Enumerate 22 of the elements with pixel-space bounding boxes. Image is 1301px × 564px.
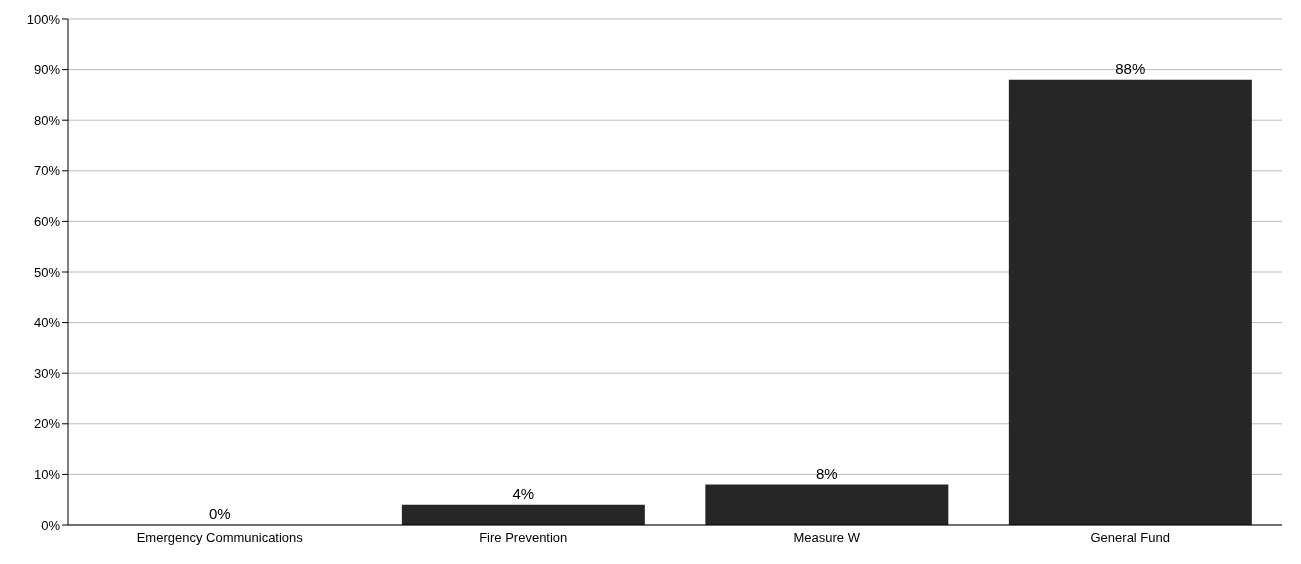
data-label: 88% bbox=[1115, 59, 1146, 77]
y-tick-label: 60% bbox=[33, 214, 61, 230]
x-tick-label: Emergency Communications bbox=[136, 530, 304, 546]
y-tick-label: 30% bbox=[33, 365, 61, 381]
data-label: 8% bbox=[815, 464, 838, 482]
y-tick-label: 70% bbox=[33, 163, 61, 179]
bar bbox=[705, 484, 949, 525]
y-tick-label: 100% bbox=[26, 11, 61, 27]
y-tick-label: 40% bbox=[33, 315, 61, 331]
bar bbox=[401, 504, 645, 525]
y-tick-label: 80% bbox=[33, 112, 61, 128]
x-tick-label: Fire Prevention bbox=[479, 530, 568, 546]
y-tick-label: 10% bbox=[33, 467, 61, 483]
x-tick-label: Measure W bbox=[793, 530, 861, 546]
data-label: 0% bbox=[208, 505, 231, 522]
y-tick-label: 50% bbox=[33, 264, 61, 280]
y-tick-label: 0% bbox=[41, 517, 61, 533]
y-tick-label: 20% bbox=[33, 416, 61, 432]
x-tick-label: General Fund bbox=[1090, 530, 1170, 546]
bar bbox=[1008, 79, 1252, 525]
y-tick-label: 90% bbox=[33, 62, 61, 78]
data-label: 4% bbox=[512, 484, 535, 502]
